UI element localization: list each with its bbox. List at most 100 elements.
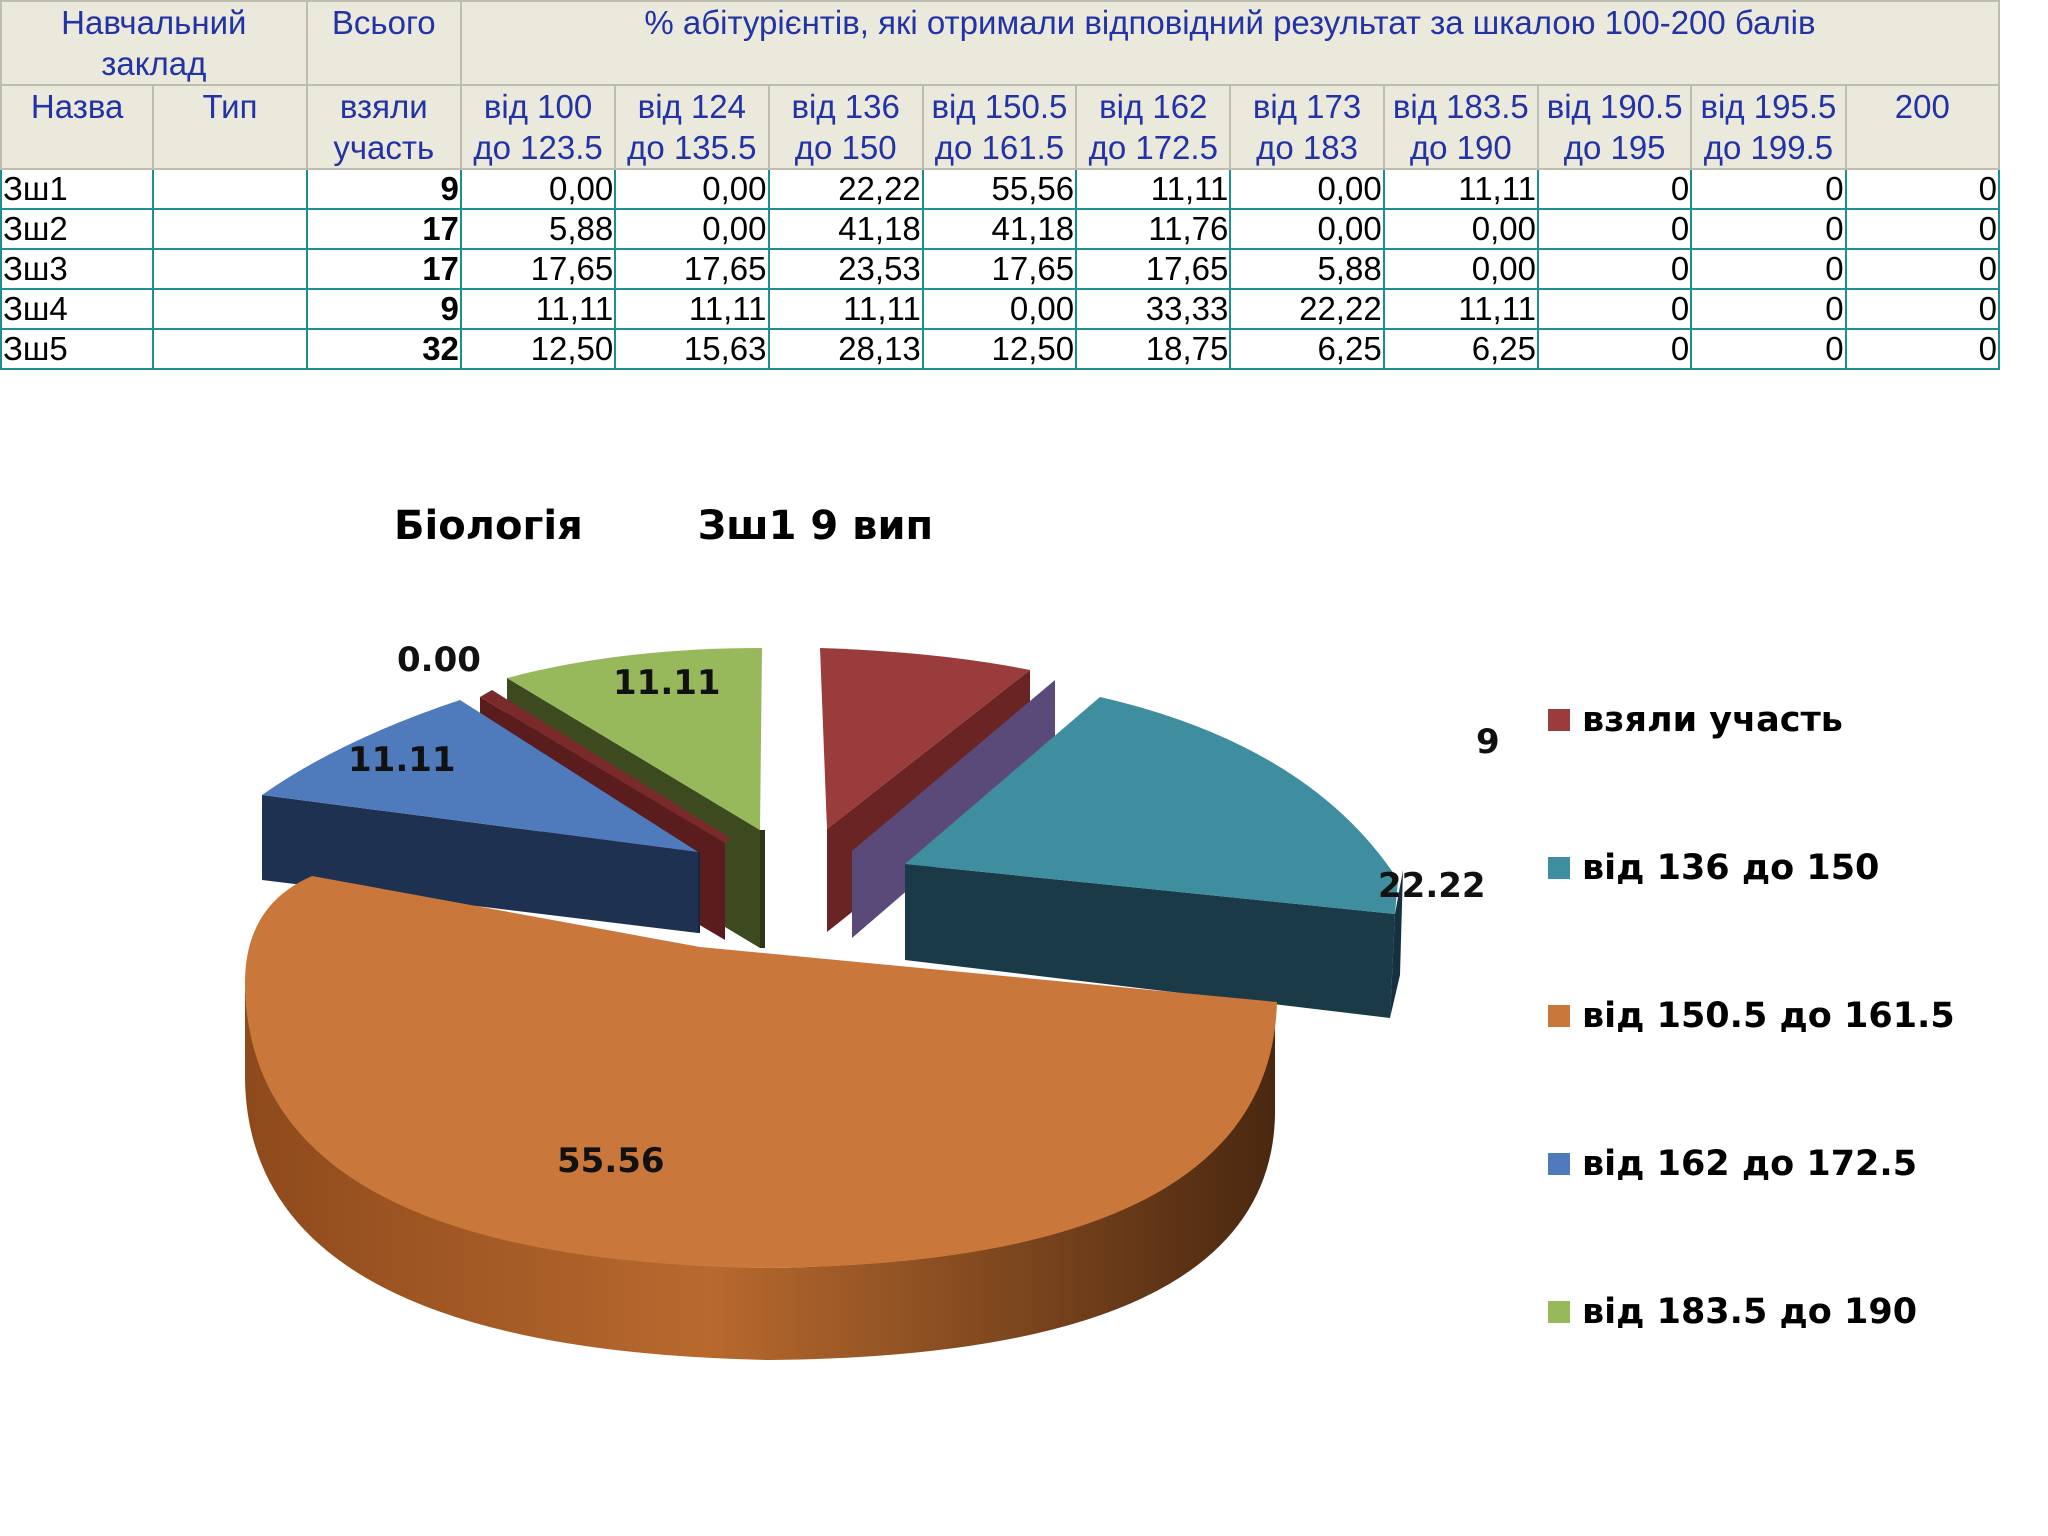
header-range-2-line2: до 150 bbox=[794, 129, 897, 166]
slice-100-123-side bbox=[852, 680, 1055, 938]
cell-value-9: 0 bbox=[1844, 328, 2001, 370]
header-percent-caption-label: % абітурієнтів, які отримали відповідний… bbox=[644, 4, 1816, 41]
cell-value-5: 22,22 bbox=[1229, 288, 1385, 330]
data-label-136-150: 22.22 bbox=[1378, 866, 1486, 906]
header-range-5: від 173 до 183 bbox=[1229, 84, 1385, 170]
slice-took-part-top bbox=[820, 648, 1030, 829]
cell-value-6: 6,25 bbox=[1382, 328, 1539, 370]
header-took-part: взяли участь bbox=[305, 84, 462, 170]
cell-value-5: 0,00 bbox=[1229, 208, 1385, 250]
slice-150-161-top bbox=[245, 876, 1277, 1268]
header-range-1-line1: від 124 bbox=[637, 88, 747, 125]
cell-value-1: 17,65 bbox=[614, 248, 770, 290]
header-range-7-line2: до 195 bbox=[1563, 129, 1666, 166]
cell-type bbox=[152, 288, 308, 330]
header-range-5-line2: до 183 bbox=[1256, 129, 1358, 166]
cell-name: Зш5 bbox=[0, 328, 155, 370]
slice-136-150-side-inner bbox=[905, 864, 1395, 1018]
header-range-8-line2: до 199.5 bbox=[1703, 129, 1834, 166]
slice-136-150 bbox=[905, 697, 1403, 1018]
header-institution-line2: заклад bbox=[101, 45, 207, 82]
table-row: Зш1 9 0,00 0,00 22,22 55,56 11,11 0,00 11,11 0 0 0 bbox=[0, 168, 2001, 210]
header-range-6-line1: від 183.5 bbox=[1392, 88, 1529, 125]
header-range-1: від 124 до 135.5 bbox=[614, 84, 770, 170]
slice-100-123 bbox=[852, 680, 1055, 938]
cell-value-6: 0,00 bbox=[1382, 208, 1539, 250]
legend-label: взяли участь bbox=[1582, 700, 1843, 740]
legend-item: від 150.5 до 161.5 bbox=[1548, 996, 1955, 1036]
cell-value-8: 0 bbox=[1690, 208, 1847, 250]
cell-value-9: 0 bbox=[1844, 168, 2001, 210]
data-label-150-161: 55.56 bbox=[557, 1141, 665, 1181]
header-type-label: Тип bbox=[202, 88, 258, 125]
cell-value-6: 11,11 bbox=[1382, 288, 1539, 330]
cell-total: 17 bbox=[305, 248, 462, 290]
legend-swatch bbox=[1548, 1005, 1570, 1027]
data-label-173-183: 0.00 bbox=[397, 640, 481, 680]
cell-value-0: 17,65 bbox=[459, 248, 617, 290]
cell-value-9: 0 bbox=[1844, 248, 2001, 290]
header-range-1-line2: до 135.5 bbox=[627, 129, 757, 166]
cell-value-0: 12,50 bbox=[459, 328, 617, 370]
slice-183-190-side2 bbox=[760, 830, 765, 948]
table-row: Зш4 9 11,11 11,11 11,11 0,00 33,33 22,22 11,11 0 0… bbox=[0, 288, 2001, 330]
header-range-2: від 136 до 150 bbox=[767, 84, 924, 170]
cell-name: Зш4 bbox=[0, 288, 155, 330]
slice-162-172-side bbox=[262, 795, 698, 933]
header-took-part-line1: взяли bbox=[339, 88, 428, 125]
legend-label: від 136 до 150 bbox=[1582, 848, 1880, 888]
cell-value-5: 0,00 bbox=[1229, 168, 1385, 210]
slice-173-183-top bbox=[480, 690, 730, 843]
cell-value-7: 0 bbox=[1536, 288, 1693, 330]
cell-value-9: 0 bbox=[1844, 208, 2001, 250]
slice-183-190-top bbox=[507, 648, 762, 830]
results-table: Навчальний заклад Всього % абітурієнтів,… bbox=[0, 0, 2001, 370]
header-took-part-line2: участь bbox=[333, 129, 435, 166]
cell-value-0: 5,88 bbox=[459, 208, 617, 250]
slice-136-150-side-outer bbox=[1390, 870, 1403, 1018]
legend-item: від 162 до 172.5 bbox=[1548, 1144, 1917, 1184]
chart-title-subject: Біологія bbox=[394, 503, 583, 549]
header-range-9-line1: 200 bbox=[1894, 88, 1950, 125]
header-range-3-line1: від 150.5 bbox=[931, 88, 1068, 125]
cell-value-2: 41,18 bbox=[767, 208, 924, 250]
cell-value-8: 0 bbox=[1690, 168, 1847, 210]
cell-value-9: 0 bbox=[1844, 288, 2001, 330]
cell-total: 9 bbox=[305, 168, 462, 210]
header-range-6: від 183.5 до 190 bbox=[1382, 84, 1539, 170]
header-range-5-line1: від 173 bbox=[1252, 88, 1362, 125]
cell-value-8: 0 bbox=[1690, 288, 1847, 330]
cell-value-3: 55,56 bbox=[921, 168, 1078, 210]
header-range-8: від 195.5 до 199.5 bbox=[1690, 84, 1847, 170]
table-header-row-2: Назва Тип взяли участь від 100 до 123.5 ві… bbox=[0, 84, 2001, 170]
data-label-183-190: 11.11 bbox=[613, 663, 721, 703]
cell-total: 17 bbox=[305, 208, 462, 250]
slice-136-150-top bbox=[905, 697, 1398, 914]
cell-value-2: 23,53 bbox=[767, 248, 924, 290]
table-row: Зш5 32 12,50 15,63 28,13 12,50 18,75 6,25 6,25 0 0… bbox=[0, 328, 2001, 370]
cell-value-7: 0 bbox=[1536, 248, 1693, 290]
cell-type bbox=[152, 208, 308, 250]
chart-title: Біологія Зш1 9 вип bbox=[394, 503, 933, 549]
cell-type bbox=[152, 168, 308, 210]
cell-value-3: 0,00 bbox=[921, 288, 1078, 330]
table-row: Зш2 17 5,88 0,00 41,18 41,18 11,76 0,00 0,00 0 0 0 bbox=[0, 208, 2001, 250]
header-range-0-line2: до 123.5 bbox=[473, 129, 603, 166]
cell-value-6: 0,00 bbox=[1382, 248, 1539, 290]
header-range-7: від 190.5 до 195 bbox=[1536, 84, 1693, 170]
cell-value-3: 41,18 bbox=[921, 208, 1078, 250]
cell-value-4: 18,75 bbox=[1075, 328, 1232, 370]
cell-value-4: 33,33 bbox=[1075, 288, 1232, 330]
cell-value-2: 22,22 bbox=[767, 168, 924, 210]
cell-value-1: 15,63 bbox=[614, 328, 770, 370]
cell-name: Зш1 bbox=[0, 168, 155, 210]
chart-title-school: Зш1 9 вип bbox=[697, 503, 934, 549]
cell-value-2: 11,11 bbox=[767, 288, 924, 330]
slice-162-172-top bbox=[262, 700, 698, 852]
legend-swatch bbox=[1548, 709, 1570, 731]
header-institution: Навчальний заклад bbox=[0, 0, 308, 86]
cell-type bbox=[152, 248, 308, 290]
cell-value-7: 0 bbox=[1536, 208, 1693, 250]
cell-value-0: 11,11 bbox=[459, 288, 617, 330]
